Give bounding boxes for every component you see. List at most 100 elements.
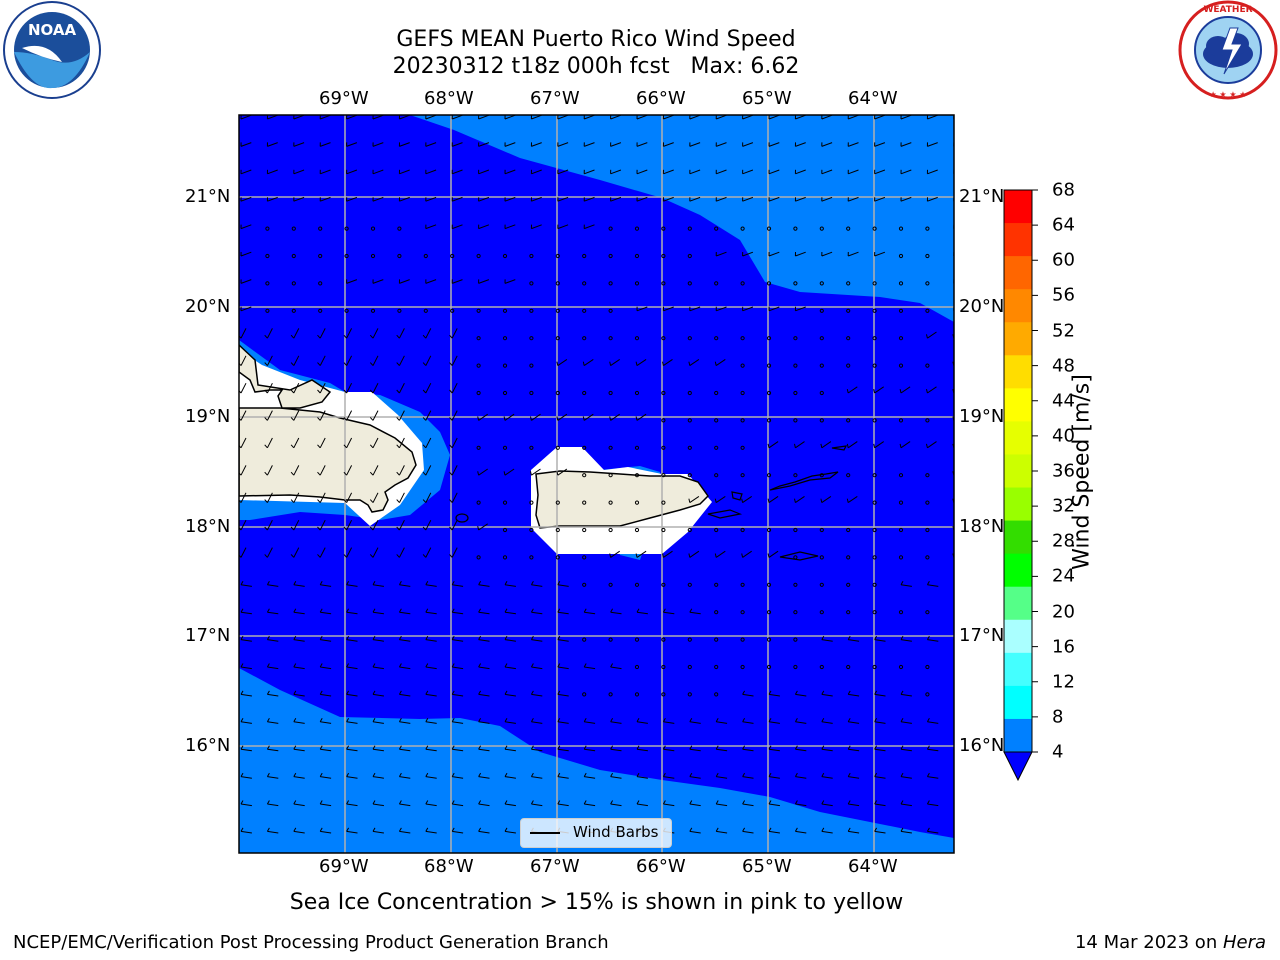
colorbar-tick-label: 40 (1052, 425, 1075, 447)
wind-barb (714, 495, 726, 504)
wind-barb (266, 827, 279, 834)
wind-barbs (239, 115, 954, 834)
wind-barb (741, 550, 752, 558)
legend-label: Wind Barbs (573, 823, 659, 841)
wind-barb (372, 827, 384, 834)
calm-wind-marker (766, 363, 772, 368)
wind-barb (557, 800, 569, 807)
calm-wind-marker (502, 363, 508, 368)
wind-barb (926, 635, 939, 642)
calm-wind-marker (634, 527, 640, 533)
wind-barb (319, 581, 332, 587)
calm-wind-marker (529, 363, 534, 368)
wind-barb (926, 169, 938, 175)
calm-wind-marker (476, 555, 481, 560)
wind-barb (266, 608, 279, 615)
wind-barb (293, 196, 305, 202)
colorbar-segment (1004, 586, 1032, 621)
wind-barb (372, 718, 384, 724)
wind-barb (846, 441, 858, 449)
calm-wind-marker (608, 390, 613, 396)
wind-barb (372, 635, 384, 642)
calm-wind-marker (476, 336, 481, 341)
wind-barb (451, 772, 464, 779)
wind-barb (715, 745, 728, 752)
calm-wind-marker (766, 336, 772, 341)
calm-wind-marker (291, 226, 296, 231)
wind-barb (398, 635, 411, 642)
calm-wind-marker (608, 308, 613, 313)
calm-wind-marker (740, 473, 745, 478)
wind-barb (372, 663, 384, 670)
lon-label-top: 66°W (636, 88, 686, 109)
wind-barb (662, 718, 675, 724)
wind-barb (478, 142, 490, 147)
wind-barb (422, 437, 432, 449)
wind-barb (847, 772, 860, 779)
calm-wind-marker (661, 500, 666, 505)
wind-barb (609, 413, 620, 421)
wind-barb (742, 800, 754, 807)
calm-wind-marker (318, 308, 323, 313)
wind-barb (874, 718, 886, 724)
calm-wind-marker (608, 500, 613, 505)
wind-barb (264, 382, 273, 394)
wind-barb (264, 410, 273, 421)
wind-barb (847, 196, 859, 202)
wind-barb (504, 690, 516, 697)
calm-wind-marker (925, 308, 930, 313)
calm-wind-marker (423, 308, 428, 313)
credit-date: 14 Mar 2023 on Hera (1075, 932, 1266, 953)
wind-barb (346, 142, 358, 147)
wind-barb (689, 196, 701, 202)
wind-barb (451, 196, 463, 202)
calm-wind-marker (714, 445, 719, 450)
colorbar-segment (1004, 322, 1032, 356)
calm-wind-marker (846, 473, 851, 478)
wind-barb (346, 169, 358, 175)
wind-barb (953, 693, 954, 695)
calm-wind-marker (582, 390, 587, 396)
wind-barb (847, 169, 859, 175)
calm-wind-marker (291, 308, 296, 313)
colorbar-tick-label: 20 (1052, 601, 1075, 622)
calm-wind-marker (766, 582, 772, 587)
colorbar-segment (1004, 553, 1032, 588)
calm-wind-marker (925, 418, 930, 423)
calm-wind-marker (370, 253, 376, 259)
calm-wind-marker (502, 500, 508, 505)
wind-barb (636, 169, 648, 175)
colorbar-segment (1004, 520, 1032, 555)
calm-wind-marker (714, 390, 719, 396)
calm-wind-marker (608, 281, 613, 286)
wind-barb (343, 410, 353, 421)
wind-barb (821, 800, 833, 807)
calm-wind-marker (846, 281, 851, 286)
calm-wind-marker (925, 363, 930, 368)
wind-barb (742, 690, 754, 697)
calm-wind-marker (846, 664, 851, 670)
wind-barb (425, 635, 437, 642)
wind-barb (899, 386, 911, 394)
wind-barb (609, 358, 620, 367)
calm-wind-marker (714, 281, 719, 286)
wind-barb (293, 142, 305, 147)
wind-barb (317, 547, 326, 558)
calm-wind-marker (502, 336, 508, 341)
svg-text:NOAA: NOAA (28, 21, 77, 39)
wind-barb (715, 169, 727, 175)
wind-barb (689, 608, 701, 615)
calm-wind-marker (740, 610, 745, 615)
calm-wind-marker (846, 610, 851, 615)
calm-wind-marker (819, 336, 824, 341)
wind-barb (504, 279, 516, 284)
calm-wind-marker (819, 582, 824, 587)
calm-wind-marker (555, 336, 560, 341)
wind-barb (557, 581, 569, 587)
wind-barb (266, 169, 278, 175)
wind-barb (714, 550, 726, 558)
wind-barb (847, 635, 860, 642)
wind-barb (504, 608, 516, 615)
wind-barb (422, 519, 432, 531)
wind-barb (240, 581, 252, 587)
